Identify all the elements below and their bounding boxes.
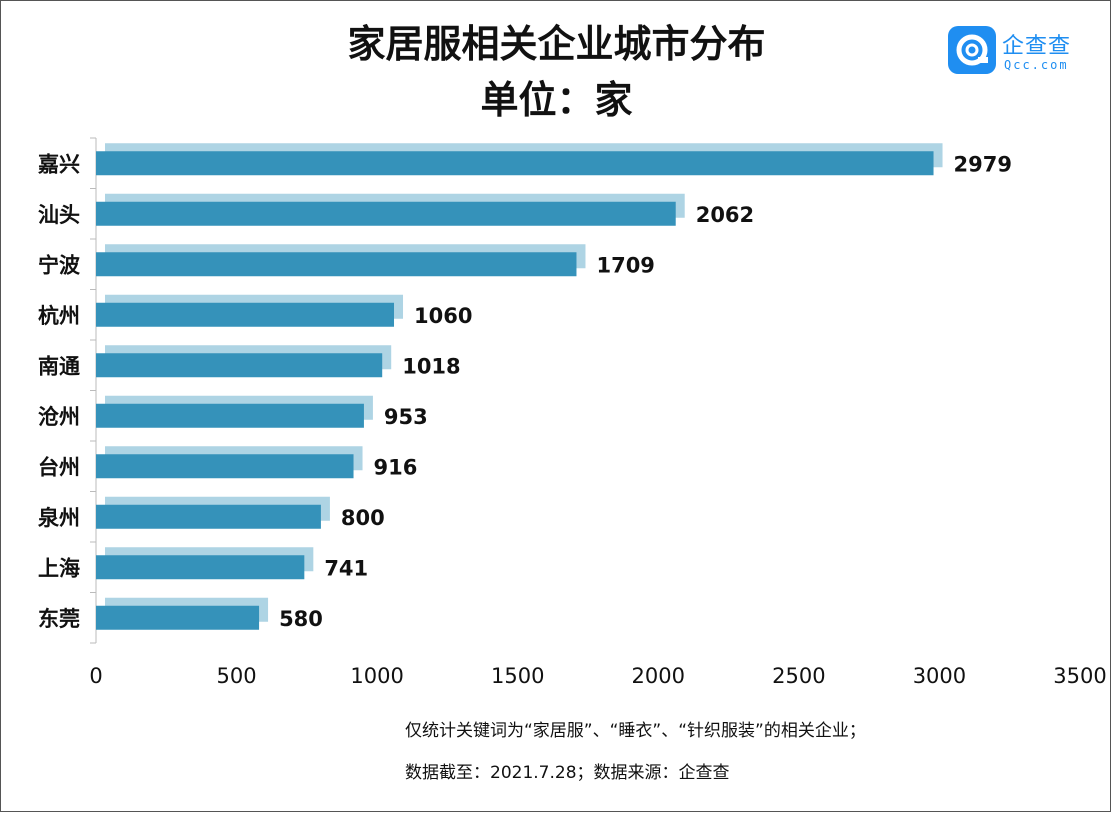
y-tick-label: 台州 bbox=[38, 455, 80, 479]
qcc-logo: 企查查 Qcc.com bbox=[948, 26, 1088, 76]
data-label: 953 bbox=[384, 405, 428, 429]
bar bbox=[96, 353, 383, 378]
data-label: 800 bbox=[341, 506, 385, 530]
bar bbox=[96, 403, 364, 428]
x-tick-label: 3500 bbox=[1053, 664, 1106, 688]
bar bbox=[96, 302, 395, 327]
x-tick-label: 0 bbox=[89, 664, 102, 688]
y-tick-label: 沧州 bbox=[38, 405, 80, 429]
y-tick-label: 东莞 bbox=[38, 607, 80, 631]
y-tick-label: 嘉兴 bbox=[38, 152, 80, 176]
bar bbox=[96, 605, 260, 630]
x-tick-label: 2500 bbox=[772, 664, 825, 688]
footnote-source: 数据截至：2021.7.28；数据来源：企查查 bbox=[405, 763, 730, 783]
bar bbox=[96, 555, 305, 580]
bar bbox=[96, 252, 577, 277]
bar-chart: 嘉兴 2979 汕头 2062 宁波 1709 杭州 1060 南通 1018 沧州 953 台州 916… bbox=[38, 137, 1107, 688]
footnote-scope: 仅统计关键词为“家居服”、“睡衣”、“针织服装”的相关企业； bbox=[405, 721, 866, 741]
chart-subtitle: 单位：家 bbox=[480, 78, 633, 122]
x-tick-label: 1000 bbox=[350, 664, 403, 688]
bar bbox=[96, 454, 354, 479]
y-tick-label: 上海 bbox=[38, 556, 80, 580]
data-label: 1060 bbox=[414, 304, 472, 328]
logo-subtext: Qcc.com bbox=[1004, 58, 1069, 72]
bar bbox=[96, 201, 676, 226]
x-tick-label: 2000 bbox=[632, 664, 685, 688]
y-tick-label: 汕头 bbox=[38, 203, 80, 227]
data-label: 580 bbox=[279, 607, 323, 631]
x-tick-label: 1500 bbox=[491, 664, 544, 688]
bar bbox=[96, 151, 934, 176]
y-tick-label: 杭州 bbox=[38, 304, 80, 328]
bar bbox=[96, 504, 321, 529]
y-tick-label: 宁波 bbox=[38, 253, 81, 277]
data-label: 2062 bbox=[696, 203, 754, 227]
x-tick-label: 500 bbox=[217, 664, 257, 688]
y-tick-label: 南通 bbox=[38, 354, 80, 378]
y-tick-label: 泉州 bbox=[38, 506, 80, 530]
qcc-logo-icon bbox=[948, 26, 996, 74]
data-label: 741 bbox=[324, 556, 368, 580]
data-label: 1018 bbox=[402, 354, 460, 378]
data-label: 1709 bbox=[596, 253, 654, 277]
logo-name: 企查查 bbox=[1002, 34, 1072, 59]
x-tick-label: 3000 bbox=[913, 664, 966, 688]
chart-title: 家居服相关企业城市分布 bbox=[347, 22, 766, 66]
data-label: 916 bbox=[374, 455, 418, 479]
data-label: 2979 bbox=[954, 152, 1012, 176]
